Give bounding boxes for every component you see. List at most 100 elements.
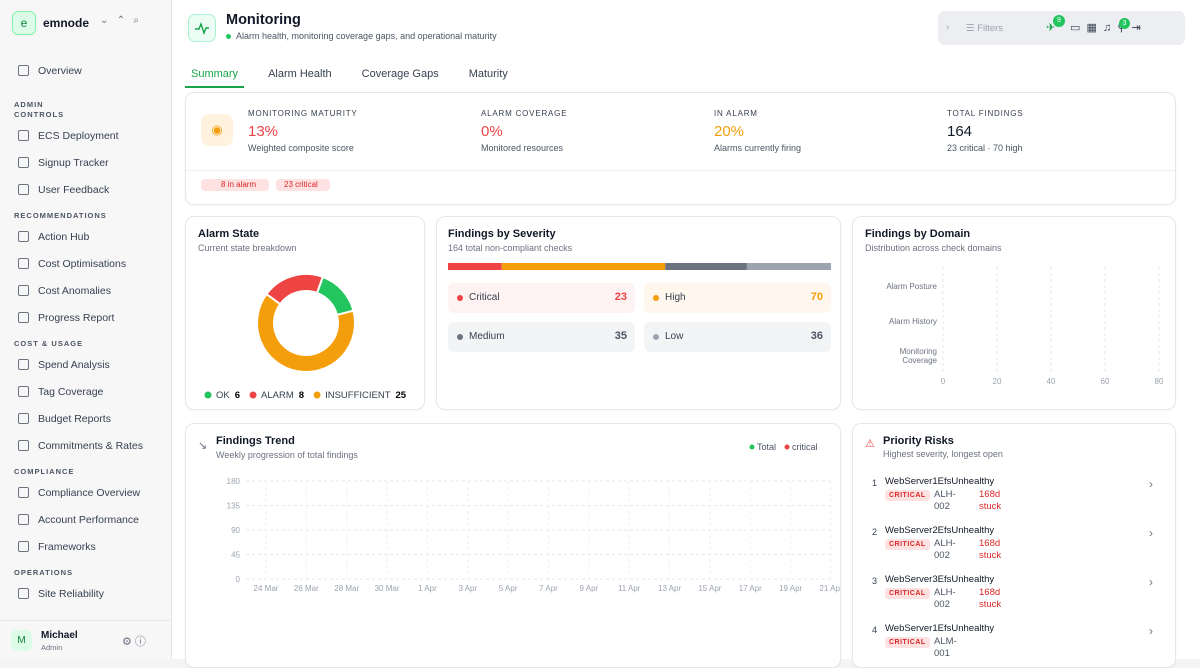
nav-item[interactable]: Signup Tracker [0, 149, 172, 176]
risk-item[interactable]: 1 WebServer1EfsUnhealthy CRITICAL ALH-002 16… [853, 475, 1175, 521]
severity-bar [448, 263, 831, 270]
section-title: COST & USAGE [14, 339, 84, 348]
nav-item[interactable]: Frameworks [0, 533, 172, 560]
chip: 23 critical [276, 179, 330, 191]
risk-severity: CRITICAL [885, 637, 930, 648]
risk-severity: CRITICAL [885, 588, 930, 599]
brand-logo: e [12, 11, 36, 35]
risk-item[interactable]: 2 WebServer2EfsUnhealthy CRITICAL ALH-002 16… [853, 524, 1175, 570]
toolbar: › ☰ Filters ✈ 9 ▭ ▦ ♫ ⚲ ⇥ 3 [938, 11, 1185, 45]
risk-item[interactable]: 4 WebServer1EfsUnhealthy CRITICAL ALM-001 › [853, 622, 1175, 667]
nav-item[interactable]: Overview [0, 57, 172, 84]
legend-dot [313, 391, 321, 399]
legend-dot [204, 391, 212, 399]
card-title: Findings Trend [216, 435, 295, 447]
severity-name: Medium [469, 331, 505, 342]
legend-label: ALARM [261, 390, 294, 401]
severity-value: 35 [614, 330, 627, 342]
x-tick-label: 19 Apr [779, 584, 802, 593]
toolbar-icons[interactable]: ▭ ▦ ♫ ⚲ ⇥ [1070, 22, 1141, 34]
user-role: Admin [41, 643, 63, 652]
nav-item[interactable]: Tag Coverage [0, 378, 172, 405]
card-subtitle: 164 total non-compliant checks [448, 243, 573, 253]
nav-item[interactable]: Site Reliability [0, 580, 172, 607]
risk-age: 168d stuck [979, 538, 1002, 561]
legend-value: 25 [396, 390, 407, 401]
nav-icon [18, 312, 29, 323]
severity-name: Low [665, 331, 684, 342]
stat-note: 23 critical · 70 high [947, 143, 1023, 153]
spacer [0, 84, 172, 92]
nav-label: Tag Coverage [38, 385, 104, 398]
nav-item[interactable]: Action Hub [0, 223, 172, 250]
nav-label: Spend Analysis [38, 358, 110, 371]
x-tick-label: 40 [1047, 377, 1056, 386]
donut-segment [256, 292, 356, 373]
filters-button[interactable]: ☰ Filters [966, 23, 1004, 34]
badge: 9 [1053, 15, 1065, 27]
card-subtitle: Weekly progression of total findings [216, 450, 358, 460]
tab[interactable]: Summary [185, 62, 245, 88]
x-tick-label: 30 Mar [375, 584, 400, 593]
x-tick-label: 24 Mar [254, 584, 279, 593]
severity-segment [665, 263, 747, 270]
severity-value: 70 [810, 291, 823, 303]
nav-icon [18, 184, 29, 195]
tab[interactable]: Alarm Health [268, 68, 332, 80]
section-title: RECOMMENDATIONS [14, 211, 107, 220]
nav-item[interactable]: Cost Anomalies [0, 277, 172, 304]
x-tick-label: 0 [941, 377, 946, 386]
severity-name: High [665, 292, 686, 303]
severity-value: 36 [810, 330, 823, 342]
nav-label: Cost Optimisations [38, 257, 127, 270]
nav-item[interactable]: Spend Analysis [0, 351, 172, 378]
nav-item[interactable]: ECS Deployment [0, 122, 172, 149]
stat-value: 13% [248, 123, 279, 140]
rocket-icon[interactable]: ✈ [1046, 22, 1056, 34]
severity-dot [653, 334, 659, 340]
nav-item[interactable]: User Feedback [0, 176, 172, 203]
brand-name[interactable]: emnode [43, 16, 90, 30]
x-tick-label: 11 Apr [618, 584, 641, 593]
nav-item[interactable]: Progress Report [0, 304, 172, 331]
risk-id: ALM-001 [934, 636, 957, 659]
nav-item[interactable]: Cost Optimisations [0, 250, 172, 277]
x-tick-label: 20 [993, 377, 1002, 386]
severity-dot [653, 295, 659, 301]
label-line: Coverage [902, 356, 937, 365]
tab[interactable]: Coverage Gaps [361, 68, 439, 80]
tabs: Summary Alarm Health Coverage Gaps Maturity [185, 62, 1185, 88]
risk-id: ALH-002 [934, 489, 956, 512]
x-tick-label: 28 Mar [334, 584, 359, 593]
nav-item[interactable]: Budget Reports [0, 405, 172, 432]
y-tick-label: Alarm Posture [886, 282, 937, 291]
nav-label: Site Reliability [38, 587, 104, 600]
user-actions[interactable]: ⚙ ⓘ [122, 636, 146, 648]
nav-label: Action Hub [38, 230, 90, 243]
nav-item[interactable]: Compliance Overview [0, 479, 172, 506]
risk-item[interactable]: 3 WebServer3EfsUnhealthy CRITICAL ALH-002 16… [853, 573, 1175, 619]
legend-dot [784, 444, 790, 450]
nav-label: Frameworks [38, 540, 96, 553]
stat-value: 164 [947, 123, 973, 140]
chevron: › [1149, 526, 1153, 540]
user-avatar: M [11, 630, 32, 651]
y-tick-label: 90 [231, 526, 240, 535]
page-subtitle: Alarm health, monitoring coverage gaps, … [226, 31, 497, 41]
nav-label: Compliance Overview [38, 486, 141, 499]
card-title: Alarm State [198, 228, 260, 240]
toolbar-arrow[interactable]: › [946, 22, 950, 33]
stat-value: 0% [481, 123, 503, 140]
severity-item: Critical 23 [448, 283, 635, 313]
filters-label: Filters [977, 23, 1004, 34]
brand-controls[interactable]: ⌄ ⌃ ⌕ [100, 15, 140, 26]
severity-segment [448, 263, 502, 270]
nav-item[interactable]: Commitments & Rates [0, 432, 172, 459]
badge: 3 [1119, 18, 1130, 29]
domain-card: Findings by Domain Distribution across c… [852, 216, 1176, 410]
x-tick-label: 7 Apr [539, 584, 558, 593]
nav-item[interactable]: Account Performance [0, 506, 172, 533]
severity-name: Critical [469, 292, 500, 303]
tab[interactable]: Maturity [468, 68, 508, 80]
risks-card: ⚠ Priority Risks Highest severity, longe… [852, 423, 1176, 668]
